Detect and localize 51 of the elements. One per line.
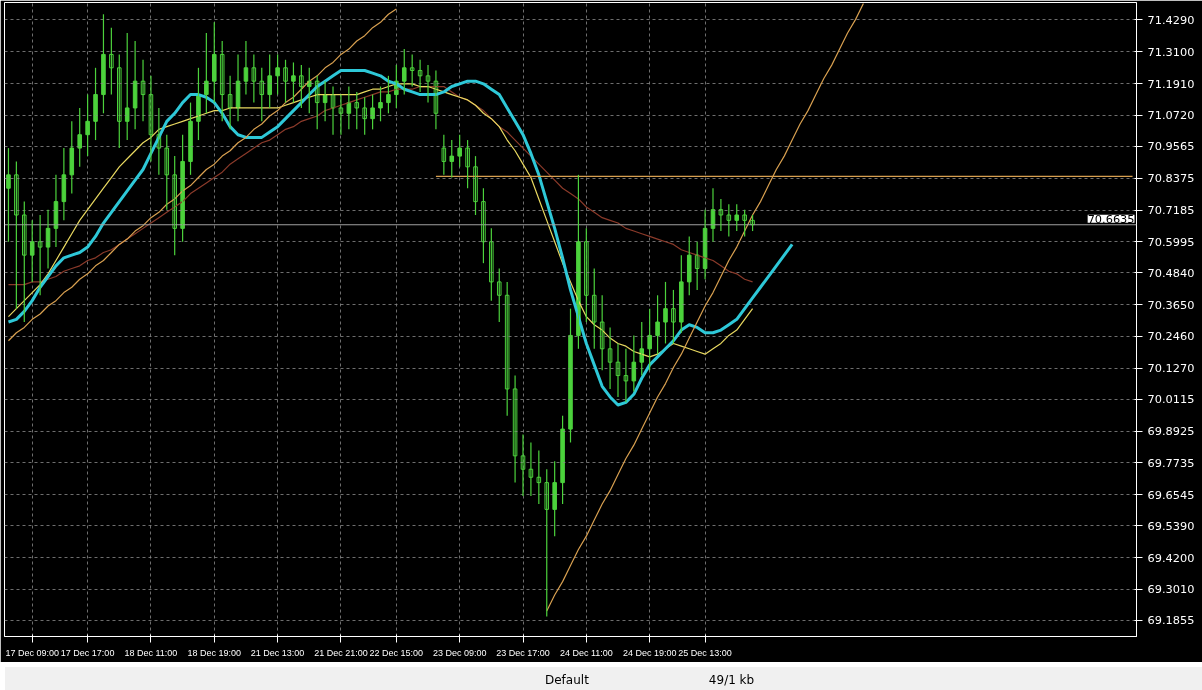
x-tick-label: 18 Dec 11:00 bbox=[124, 647, 178, 658]
candlestick bbox=[275, 53, 280, 96]
y-tick-label: 69.1855 bbox=[1147, 613, 1195, 628]
y-tick-label: 71.0720 bbox=[1147, 108, 1195, 123]
text: 49/1 kb bbox=[708, 672, 755, 689]
candlestick bbox=[386, 75, 391, 114]
y-tick-label: 69.3010 bbox=[1147, 582, 1195, 597]
x-tick-label: 18 Dec 19:00 bbox=[187, 647, 242, 658]
candlestick bbox=[378, 85, 383, 122]
candlestick bbox=[291, 61, 296, 104]
x-tick-label: 21 Dec 13:00 bbox=[250, 647, 305, 658]
y-tick-label: 70.4840 bbox=[1147, 265, 1195, 280]
x-tick-label: 17 Dec 09:00 bbox=[5, 647, 59, 658]
y-tick-label: 70.5995 bbox=[1147, 234, 1195, 249]
x-tick-label: 25 Dec 13:00 bbox=[678, 647, 732, 658]
x-tick-label: 21 Dec 21:00 bbox=[314, 647, 368, 658]
y-tick-label: 71.4290 bbox=[1147, 12, 1195, 27]
candlestick bbox=[441, 134, 447, 176]
candlestick bbox=[409, 53, 415, 88]
x-tick-label: 24 Dec 11:00 bbox=[559, 647, 613, 658]
y-tick-label: 71.1910 bbox=[1147, 76, 1195, 91]
candlestick bbox=[354, 91, 360, 130]
line-series bbox=[7, 8, 397, 342]
x-tick-label: 22 Dec 15:00 bbox=[369, 647, 424, 658]
candlestick bbox=[734, 203, 740, 232]
y-tick-label: 70.3650 bbox=[1147, 297, 1195, 312]
y-tick-label: 70.7185 bbox=[1147, 203, 1195, 218]
candlestick bbox=[671, 289, 676, 345]
y-tick-label: 70.1270 bbox=[1147, 361, 1195, 376]
y-tick-label: 69.5390 bbox=[1147, 518, 1195, 533]
x-tick-label: 24 Dec 19:00 bbox=[622, 647, 677, 658]
y-tick-label: 70.2460 bbox=[1147, 329, 1195, 344]
y-tick-label: 70.8375 bbox=[1147, 171, 1195, 186]
text: Default bbox=[545, 672, 589, 689]
candlestick bbox=[726, 203, 732, 237]
y-tick-label: 69.4200 bbox=[1147, 550, 1195, 565]
y-tick-label: 71.3100 bbox=[1147, 44, 1195, 59]
y-tick-label: 70.9565 bbox=[1147, 139, 1195, 154]
candlestick bbox=[283, 59, 288, 104]
candlestick bbox=[449, 139, 455, 179]
line-series bbox=[6, 68, 794, 407]
x-tick-label: 23 Dec 09:00 bbox=[432, 647, 487, 658]
y-tick-label: 70.0115 bbox=[1147, 392, 1195, 407]
ref-line-label: 70.6635 bbox=[1087, 211, 1135, 226]
x-tick-label: 23 Dec 17:00 bbox=[496, 647, 550, 658]
x-tick-label: 17 Dec 17:00 bbox=[60, 647, 115, 658]
y-tick-label: 69.6545 bbox=[1147, 487, 1195, 502]
candlestick bbox=[457, 134, 462, 168]
y-tick-label: 69.7735 bbox=[1147, 455, 1195, 470]
candlestick bbox=[742, 209, 747, 237]
y-tick-label: 69.8925 bbox=[1147, 424, 1195, 439]
